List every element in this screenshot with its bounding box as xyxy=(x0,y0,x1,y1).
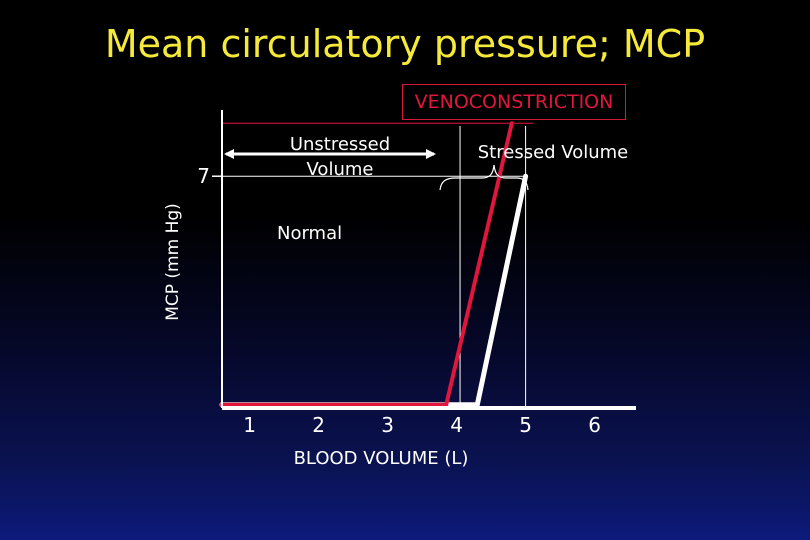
x-tick-label-3: 3 xyxy=(381,413,394,437)
x-tick-label-6: 6 xyxy=(588,413,601,437)
reference-lines xyxy=(222,122,534,408)
x-tick-label-1: 1 xyxy=(243,413,256,437)
unstressed-label-line2: Volume xyxy=(307,159,374,180)
normal-label: Normal xyxy=(277,223,342,244)
unstressed-label-line1: Unstressed xyxy=(290,134,390,155)
stressed-brace xyxy=(439,164,529,191)
venoconstriction-label: VENOCONSTRICTION xyxy=(402,84,626,120)
x-tick-label-4: 4 xyxy=(450,413,463,437)
tick-labels: 1 2 3 4 5 6 7 xyxy=(197,164,601,437)
axes xyxy=(221,110,636,410)
series-line-venoconstriction xyxy=(220,121,514,407)
slide-title: Mean circulatory pressure; MCP xyxy=(104,22,706,66)
y-tick-label-7: 7 xyxy=(197,164,210,188)
stressed-label: Stressed Volume xyxy=(478,142,629,163)
x-axis-title: BLOOD VOLUME (L) xyxy=(294,448,469,469)
x-tick-label-5: 5 xyxy=(519,413,532,437)
y-axis-title: MCP (mm Hg) xyxy=(163,203,183,321)
x-tick-label-2: 2 xyxy=(312,413,325,437)
series-line-normal xyxy=(219,173,529,408)
series-lines xyxy=(219,121,529,408)
